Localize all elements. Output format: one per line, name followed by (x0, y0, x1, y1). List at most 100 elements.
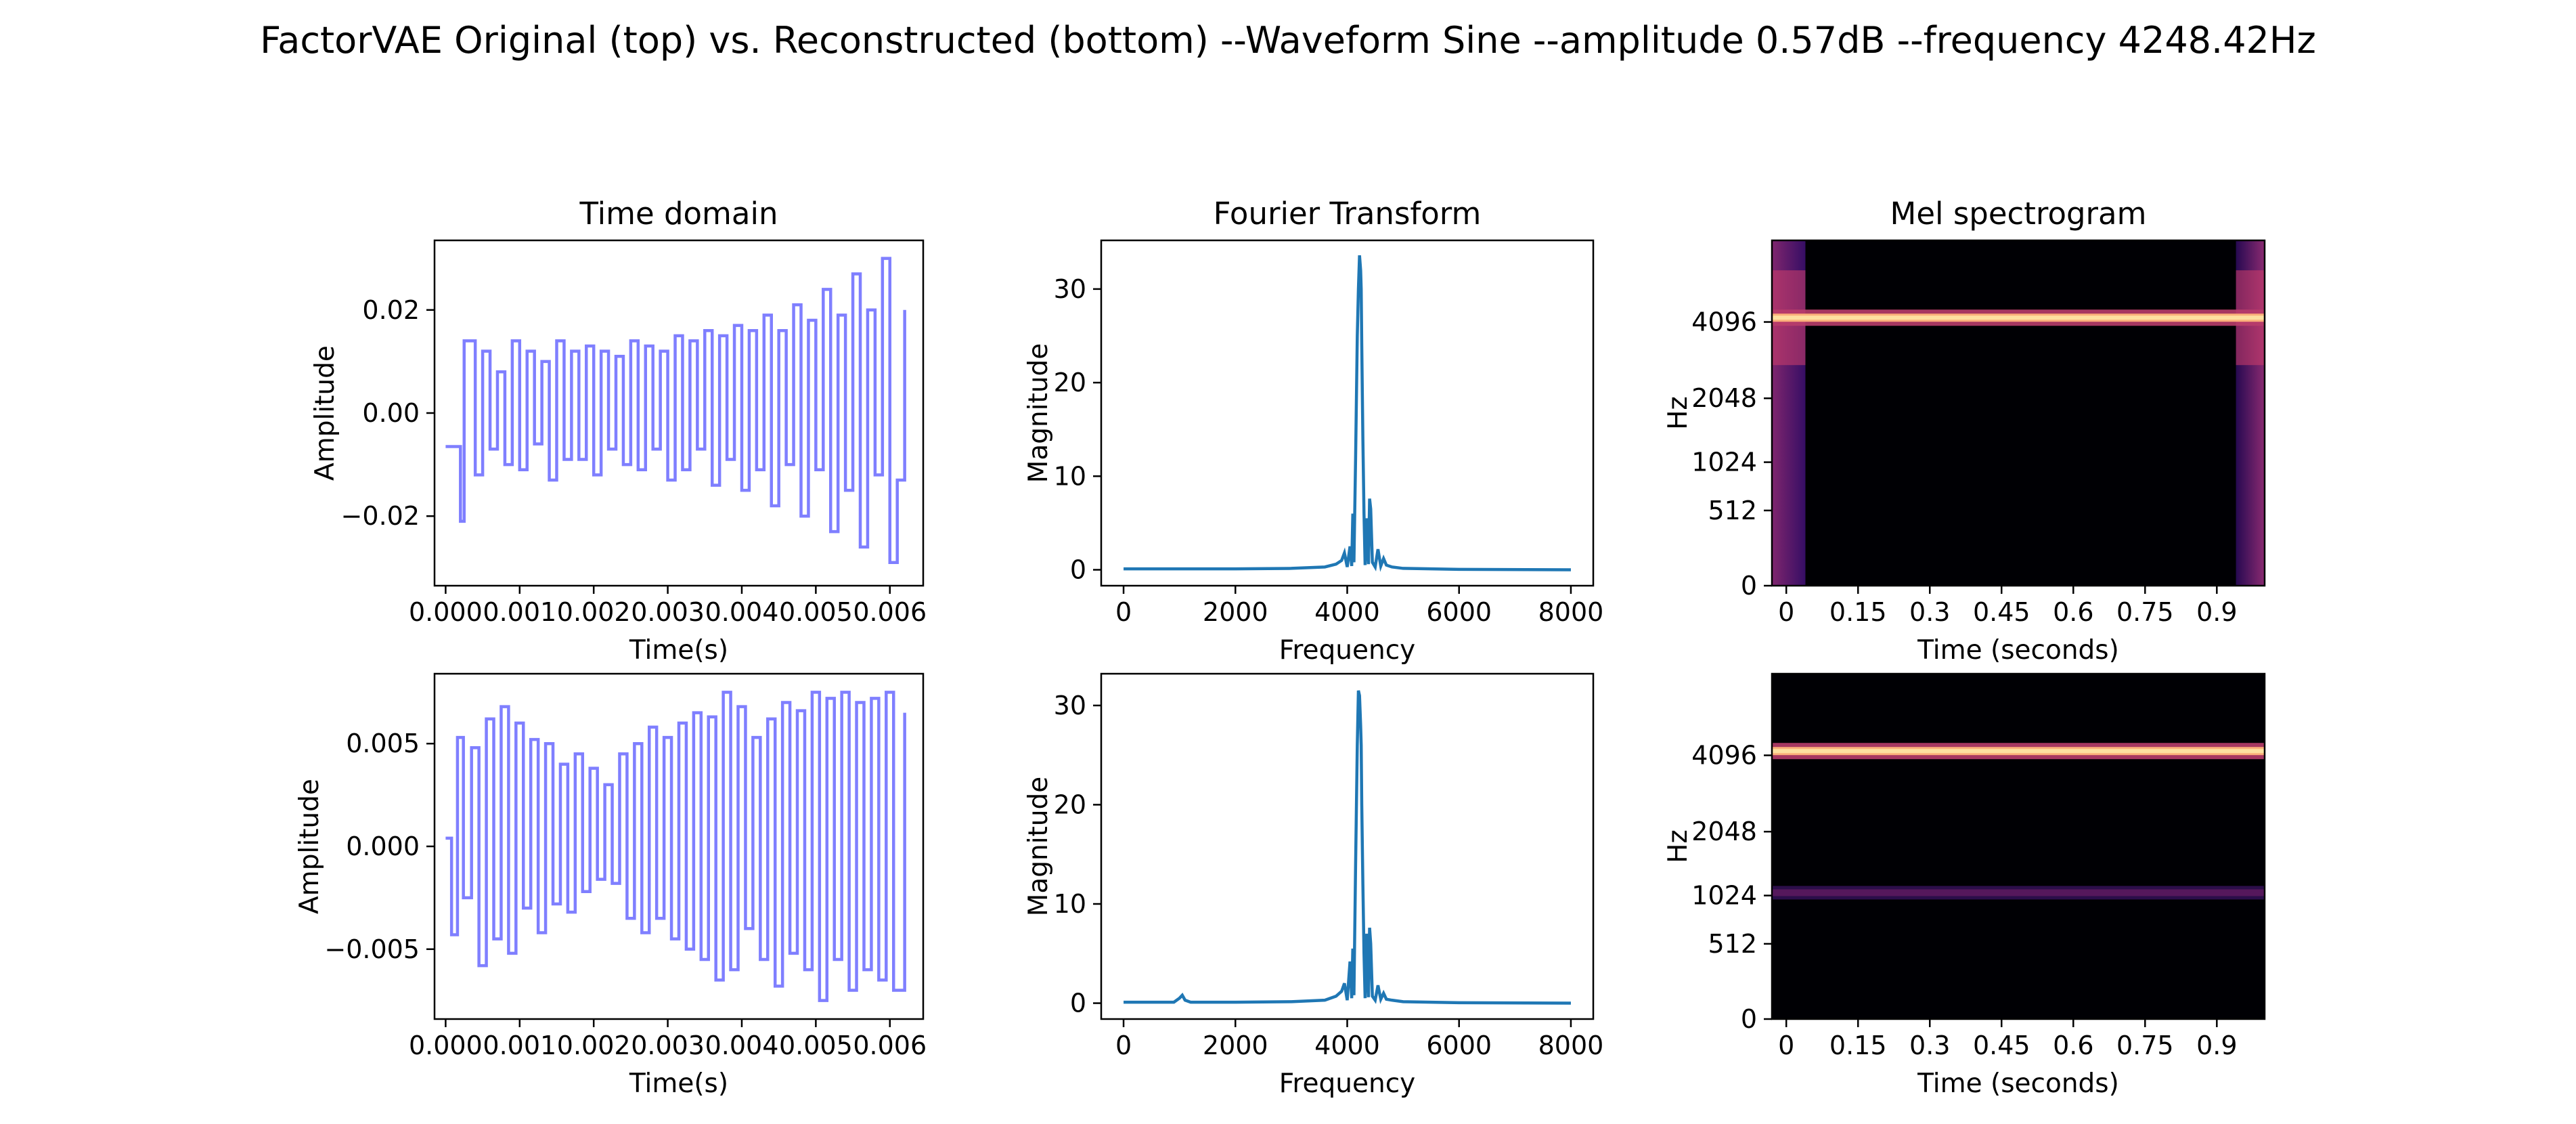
y-tick-label: 20 (1054, 368, 1086, 397)
x-tick-label: 0.75 (2116, 1031, 2174, 1060)
series-line (445, 691, 906, 1002)
y-tick-label: −0.005 (324, 934, 420, 964)
x-tick-label: 0.002 (557, 597, 631, 627)
panel-mel-bottom: 0 0.15 0.3 0.45 0.6 0.75 0.9 0 512 1024 2048 4096 Ti… (1663, 672, 2266, 1099)
axes-title: Time domain (579, 196, 778, 232)
y-axis-label: Amplitude (294, 779, 325, 914)
x-tick-label: 0.9 (2196, 597, 2237, 627)
x-tick-label: 0.3 (1909, 1031, 1950, 1060)
y-tick-label: 0 (1741, 571, 1757, 601)
heatmap-band-core (1772, 749, 2265, 754)
y-tick-label: 1024 (1691, 448, 1757, 477)
x-tick-label: 0.006 (853, 1031, 927, 1060)
panel-mel-top: 0 0.15 0.3 0.45 0.6 0.75 0.9 0 512 1024 2048 4096 Ti… (1663, 196, 2266, 666)
y-axis-label: Hz (1663, 829, 1693, 863)
x-tick-label: 6000 (1426, 597, 1492, 627)
x-tick-label: 6000 (1426, 1031, 1492, 1060)
y-tick-label: 2048 (1691, 383, 1757, 413)
x-tick-label: 0.003 (631, 1031, 705, 1060)
axes-frame (433, 239, 925, 587)
x-tick-label: 0 (1778, 597, 1794, 627)
series-line (445, 257, 906, 564)
series-line (1124, 255, 1571, 572)
x-tick-label: 4000 (1314, 1031, 1380, 1060)
x-tick-label: 2000 (1203, 1031, 1268, 1060)
x-tick-label: 0.000 (409, 597, 483, 627)
x-tick-label: 4000 (1314, 597, 1380, 627)
x-tick-label: 8000 (1538, 1031, 1604, 1060)
x-tick-label: 0.002 (557, 1031, 631, 1060)
x-tick-label: 8000 (1538, 597, 1604, 627)
x-tick-label: 0.001 (483, 1031, 556, 1060)
y-tick-label: 512 (1708, 496, 1757, 525)
y-tick-label: 0.000 (346, 831, 420, 861)
x-tick-label: 0.9 (2196, 1031, 2237, 1060)
x-tick-label: 0.6 (2053, 597, 2093, 627)
x-tick-label: 0.45 (1973, 597, 2030, 627)
panel-fft-bottom: 0 2000 4000 6000 8000 0 10 20 30 Frequency Magnitu… (1023, 672, 1604, 1099)
y-tick-label: 0 (1070, 989, 1086, 1018)
y-tick-label: 20 (1054, 790, 1086, 819)
x-tick-label: 2000 (1203, 597, 1268, 627)
x-tick-label: 0 (1115, 1031, 1132, 1060)
axes-title: Mel spectrogram (1890, 196, 2147, 232)
x-tick-label: 0.3 (1909, 597, 1950, 627)
x-tick-label: 0.15 (1829, 1031, 1887, 1060)
heatmap-background (1772, 240, 2265, 586)
x-axis-label: Frequency (1279, 1068, 1415, 1099)
heatmap-background (1772, 674, 2265, 1019)
y-tick-label: 4096 (1691, 307, 1757, 337)
x-axis-label: Time(s) (629, 1068, 728, 1099)
axes-frame (1771, 672, 2266, 1020)
x-tick-label: 0.75 (2116, 597, 2174, 627)
y-tick-label: 0.005 (346, 729, 420, 758)
x-axis-label: Time (seconds) (1917, 1068, 2119, 1099)
y-tick-label: 0 (1070, 555, 1086, 585)
heatmap-band-core (1772, 316, 2265, 320)
y-tick-label: 2048 (1691, 817, 1757, 846)
x-axis-label: Time (seconds) (1917, 635, 2119, 666)
figure-title: FactorVAE Original (top) vs. Reconstruct… (260, 19, 2316, 62)
x-tick-label: 0.003 (631, 597, 705, 627)
axes-frame (1771, 239, 2266, 587)
y-tick-label: 0.00 (362, 398, 420, 428)
x-tick-label: 0.004 (705, 597, 779, 627)
heatmap-band (1772, 889, 2265, 896)
series-line (1124, 690, 1571, 1005)
y-axis-label: Hz (1663, 396, 1693, 430)
y-tick-label: 30 (1054, 274, 1086, 304)
y-axis-label: Amplitude (310, 345, 340, 481)
axes-frame (1100, 672, 1595, 1020)
x-tick-label: 0.004 (705, 1031, 779, 1060)
x-tick-label: 0 (1778, 1031, 1794, 1060)
x-tick-label: 0 (1115, 597, 1132, 627)
panel-fft-top: 0 2000 4000 6000 8000 0 10 20 30 Frequency Magnitu… (1023, 196, 1603, 666)
y-tick-label: −0.02 (341, 501, 420, 531)
x-tick-label: 0.001 (483, 597, 556, 627)
x-tick-label: 0.6 (2053, 1031, 2093, 1060)
y-tick-label: 4096 (1691, 741, 1757, 771)
y-axis-label: Magnitude (1023, 343, 1054, 483)
axes-frame (1100, 239, 1595, 587)
x-axis-label: Time(s) (629, 635, 728, 666)
y-tick-label: 10 (1054, 889, 1086, 919)
heatmap-cells (1772, 240, 2265, 586)
heatmap-cells (1772, 743, 2265, 900)
y-tick-label: 1024 (1691, 881, 1757, 911)
y-tick-label: 0 (1741, 1004, 1757, 1034)
x-tick-label: 0.45 (1973, 1031, 2030, 1060)
panel-time-bottom: 0.000 0.001 0.002 0.003 0.004 0.005 0.006−0.00… (294, 672, 927, 1099)
axes-title: Fourier Transform (1214, 196, 1482, 232)
y-tick-label: 512 (1708, 929, 1757, 959)
x-tick-label: 0.15 (1829, 597, 1887, 627)
x-tick-label: 0.000 (409, 1031, 483, 1060)
y-tick-label: 0.02 (362, 295, 420, 325)
panel-time-top: 0.000 0.001 0.002 0.003 0.004 0.005 0.006 −0.02… (310, 196, 927, 666)
y-tick-label: 10 (1054, 461, 1086, 491)
x-tick-label: 0.006 (853, 597, 927, 627)
x-axis-label: Frequency (1279, 635, 1415, 666)
x-tick-label: 0.005 (779, 597, 853, 627)
y-tick-label: 30 (1054, 691, 1086, 720)
y-axis-label: Magnitude (1023, 777, 1054, 917)
x-tick-label: 0.005 (779, 1031, 853, 1060)
